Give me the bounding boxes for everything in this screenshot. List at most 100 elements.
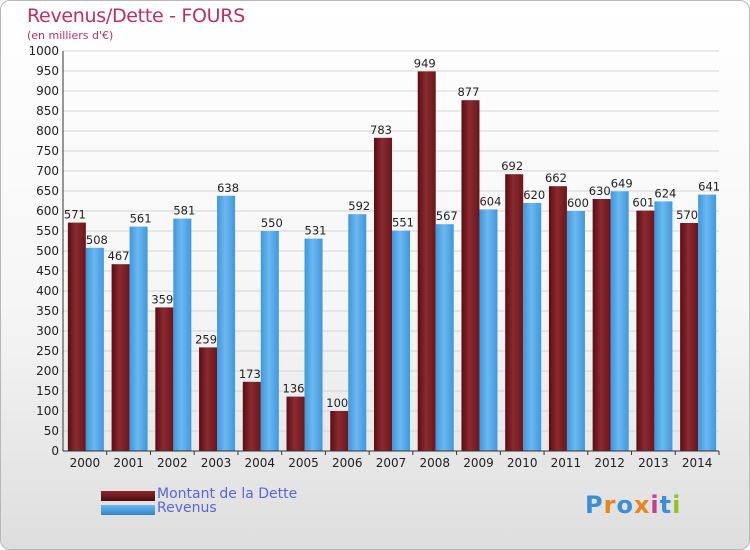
bar-revenus — [610, 191, 629, 451]
bar-revenus — [85, 247, 104, 451]
y-tick-label: 350 — [36, 304, 59, 318]
x-tick-label: 2011 — [551, 456, 582, 470]
bar-revenus — [654, 201, 673, 451]
data-label-revenus: 600 — [567, 196, 589, 210]
data-label-debt: 877 — [457, 85, 479, 99]
y-tick-label: 800 — [36, 124, 59, 138]
chart-title: Revenus/Dette - FOURS — [27, 5, 245, 27]
x-tick-label: 2013 — [638, 456, 669, 470]
y-tick-label: 250 — [36, 344, 59, 358]
data-label-debt: 259 — [195, 332, 217, 346]
logo-letter: i — [672, 491, 682, 519]
x-tick-label: 2014 — [682, 456, 713, 470]
bar-debt — [199, 347, 218, 451]
bar-revenus — [173, 218, 192, 451]
data-label-revenus: 604 — [479, 194, 501, 208]
bar-debt — [330, 411, 349, 451]
bar-debt — [680, 223, 699, 451]
x-tick-label: 2007 — [376, 456, 407, 470]
data-label-revenus: 624 — [654, 186, 676, 200]
x-tick-label: 2008 — [419, 456, 450, 470]
logo-letter: o — [616, 491, 634, 519]
logo-letter: x — [633, 491, 651, 519]
bar-debt — [592, 199, 611, 451]
data-label-debt: 571 — [64, 208, 86, 222]
bar-debt — [548, 186, 567, 451]
y-tick-label: 150 — [36, 384, 59, 398]
bar-revenus — [348, 214, 367, 451]
data-label-revenus: 508 — [86, 233, 108, 247]
bar-revenus — [217, 195, 236, 451]
bar-revenus — [698, 194, 717, 451]
y-tick-label: 650 — [36, 184, 59, 198]
y-tick-label: 950 — [36, 64, 59, 78]
data-label-revenus: 561 — [130, 212, 152, 226]
bar-debt — [505, 174, 524, 451]
data-label-debt: 359 — [151, 292, 173, 306]
x-tick-label: 2006 — [332, 456, 363, 470]
data-label-debt: 783 — [370, 123, 392, 137]
x-tick-label: 2005 — [288, 456, 319, 470]
y-tick-label: 900 — [36, 84, 59, 98]
axes: 0 50 100 150 200 250 300 350 400 450 500 550 600 650 7… — [28, 44, 720, 470]
x-tick-label: 2012 — [594, 456, 625, 470]
bar-debt — [374, 137, 392, 452]
bar-revenus — [392, 230, 410, 451]
data-label-debt: 100 — [326, 396, 348, 410]
logo-letter: r — [603, 491, 617, 519]
bar-revenus — [566, 211, 585, 451]
bar-debt — [155, 307, 174, 451]
data-label-revenus: 649 — [611, 176, 633, 190]
bar-debt — [286, 396, 305, 451]
bar-revenus — [129, 226, 148, 451]
y-tick-label: 450 — [36, 264, 59, 278]
data-label-debt: 949 — [414, 56, 436, 70]
data-label-debt: 630 — [589, 184, 611, 198]
legend-swatch-revenus — [101, 505, 155, 515]
bar-revenus — [260, 231, 279, 451]
x-tick-label: 2009 — [463, 456, 494, 470]
data-label-debt: 467 — [108, 249, 130, 263]
x-tick-label: 2004 — [245, 456, 276, 470]
y-tick-label: 1000 — [28, 44, 59, 58]
proxiti-logo: Proxiti — [585, 491, 681, 519]
x-tick-label: 2001 — [113, 456, 144, 470]
bar-debt — [461, 100, 480, 451]
x-tick-label: 2000 — [70, 456, 101, 470]
logo-letter: i — [650, 491, 660, 519]
data-label-revenus: 592 — [348, 199, 370, 213]
data-label-debt: 173 — [239, 367, 261, 381]
bar-debt — [67, 222, 86, 451]
data-label-revenus: 641 — [698, 180, 720, 194]
y-tick-label: 600 — [36, 204, 59, 218]
y-tick-label: 850 — [36, 104, 59, 118]
bar-debt — [242, 381, 261, 451]
y-tick-label: 500 — [36, 244, 59, 258]
bars — [67, 71, 717, 452]
data-label-debt: 570 — [676, 208, 698, 222]
bar-revenus — [435, 224, 454, 451]
data-label-revenus: 567 — [436, 209, 458, 223]
logo-letter: t — [659, 491, 673, 519]
legend-swatch-debt — [101, 491, 155, 501]
bar-revenus — [479, 209, 498, 451]
x-tick-label: 2010 — [507, 456, 538, 470]
y-tick-label: 200 — [36, 364, 59, 378]
x-tick-label: 2002 — [157, 456, 188, 470]
bar-debt — [111, 264, 130, 451]
y-tick-label: 50 — [44, 424, 59, 438]
data-label-revenus: 550 — [261, 216, 283, 230]
y-tick-label: 0 — [51, 444, 59, 458]
data-label-revenus: 531 — [305, 224, 327, 238]
legend-label-revenus: Revenus — [157, 500, 217, 516]
chart-subtitle: (en milliers d'€) — [27, 29, 114, 42]
bar-revenus — [304, 238, 323, 451]
data-label-revenus: 581 — [173, 204, 195, 218]
data-label-revenus: 620 — [523, 188, 545, 202]
data-label-debt: 662 — [545, 171, 567, 185]
data-label-revenus: 638 — [217, 181, 239, 195]
data-label-debt: 136 — [283, 382, 305, 396]
